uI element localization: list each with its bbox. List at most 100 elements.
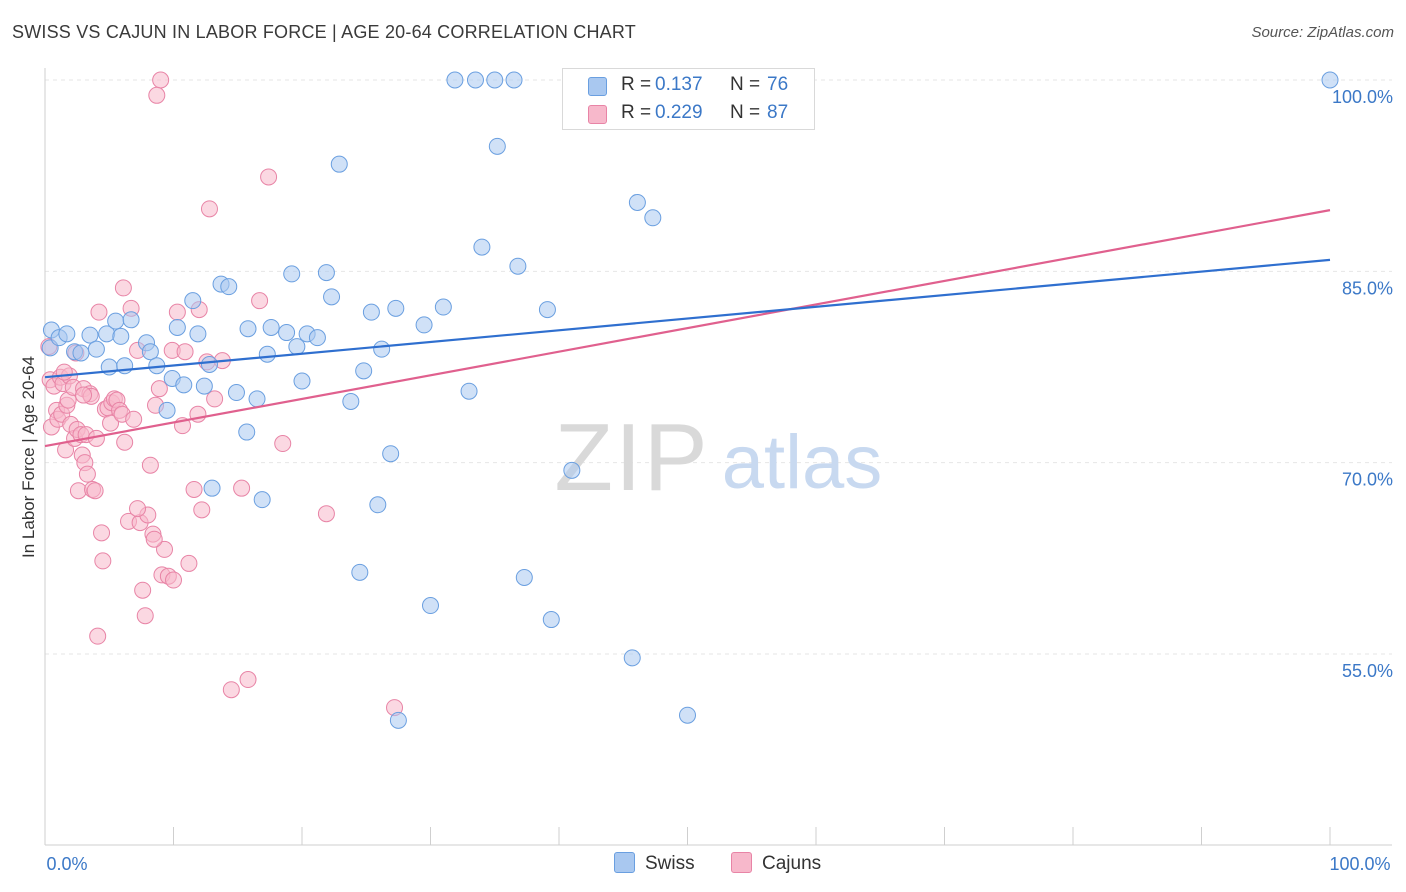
swiss-point-24 (200, 355, 218, 373)
swiss-point-19 (168, 318, 186, 336)
cajun-point-28 (86, 482, 104, 500)
swiss-point-5 (72, 344, 90, 362)
cajun-r-label: R = (621, 102, 652, 123)
y-tick-labels: 55.0% 70.0% 85.0% 100.0% (1332, 87, 1393, 681)
swiss-point-66 (542, 611, 560, 629)
swiss-point-44 (342, 392, 360, 410)
cajun-point-81 (89, 627, 107, 645)
swiss-point-17 (158, 401, 176, 419)
swiss-point-69 (628, 193, 646, 211)
cajun-legend-swatch (731, 852, 752, 873)
cajun-point-41 (116, 433, 134, 451)
swiss-point-35 (278, 324, 296, 342)
correlation-legend: R = 0.137 N = 76 R = 0.229 N = 87 (562, 68, 815, 130)
axes (44, 68, 1392, 846)
swiss-swatch (588, 77, 607, 96)
swiss-point-72 (1321, 71, 1339, 89)
swiss-point-40 (308, 329, 326, 347)
cajun-point-47 (134, 581, 152, 599)
y-axis-label: In Labor Force | Age 20-64 (19, 356, 38, 558)
cajun-r-value: 0.229 (655, 102, 703, 123)
y-tick-label-0: 55.0% (1342, 661, 1393, 681)
swiss-n-label: N = (730, 74, 761, 95)
cajun-point-79 (148, 86, 166, 104)
swiss-point-15 (141, 343, 159, 361)
swiss-point-23 (195, 377, 213, 395)
swiss-point-36 (283, 265, 301, 283)
cajun-point-77 (55, 363, 73, 381)
cajun-point-50 (141, 456, 159, 474)
swiss-point-58 (466, 71, 484, 89)
swiss-point-6 (81, 326, 99, 344)
cajun-point-18 (69, 482, 87, 500)
swiss-point-41 (317, 264, 335, 282)
cajun-point-66 (200, 200, 218, 218)
cajun-point-55 (156, 540, 174, 558)
swiss-point-46 (355, 362, 373, 380)
swiss-point-49 (373, 340, 391, 358)
cajun-point-83 (145, 530, 163, 548)
swiss-trend-line (44, 258, 1331, 379)
cajun-point-78 (152, 71, 170, 89)
cajun-point-74 (274, 435, 292, 453)
swiss-point-62 (505, 71, 523, 89)
swiss-point-56 (446, 71, 464, 89)
swiss-r-value: 0.137 (655, 74, 703, 95)
swiss-point-42 (323, 288, 341, 306)
cajun-point-84 (129, 500, 147, 518)
cajun-point-76 (75, 386, 93, 404)
cajun-point-35 (102, 414, 120, 432)
cajun-point-58 (168, 303, 186, 321)
swiss-point-48 (369, 496, 387, 514)
x-tick-label-max: 100.0% (1329, 854, 1390, 874)
y-tick-label-2: 85.0% (1342, 278, 1393, 298)
swiss-point-63 (509, 257, 527, 275)
swiss-point-65 (538, 301, 556, 319)
swiss-point-52 (389, 711, 407, 729)
swiss-point-21 (189, 325, 207, 343)
swiss-point-29 (238, 423, 256, 441)
swiss-point-27 (220, 278, 238, 296)
swiss-point-37 (288, 338, 306, 356)
swiss-point-38 (293, 372, 311, 390)
x-tick-label-min: 0.0% (46, 854, 87, 874)
cajun-point-62 (185, 480, 203, 498)
swiss-point-51 (387, 299, 405, 317)
swiss-point-61 (488, 137, 506, 155)
swiss-r-label: R = (621, 74, 652, 95)
cajun-point-67 (206, 390, 224, 408)
cajun-point-60 (176, 343, 194, 361)
swiss-series (41, 71, 1339, 729)
source-credit: Source: ZipAtlas.com (1251, 24, 1394, 41)
swiss-point-20 (175, 376, 193, 394)
swiss-legend-label: Swiss (645, 853, 695, 874)
swiss-point-54 (422, 597, 439, 615)
swiss-point-31 (248, 390, 266, 408)
swiss-point-33 (258, 345, 276, 363)
cajun-legend-label: Cajuns (762, 853, 822, 874)
swiss-point-57 (460, 382, 478, 400)
cajun-trend-line (44, 209, 1331, 448)
cajun-point-75 (317, 505, 335, 523)
y-tick-label-3: 100.0% (1332, 87, 1393, 107)
swiss-point-47 (362, 303, 380, 321)
cajun-point-61 (180, 554, 198, 572)
swiss-point-67 (563, 461, 581, 479)
swiss-point-25 (203, 479, 221, 497)
watermark-atlas: atlas (722, 420, 883, 505)
swiss-point-70 (644, 209, 662, 227)
swiss-point-60 (486, 71, 504, 89)
y-tick-label-1: 70.0% (1342, 470, 1393, 490)
trend-lines (44, 209, 1331, 448)
swiss-point-45 (351, 563, 369, 581)
cajun-n-label: N = (730, 102, 761, 123)
legend-item-swiss: Swiss (614, 852, 695, 875)
swiss-point-22 (184, 292, 202, 310)
swiss-legend-swatch (614, 852, 635, 873)
watermark: ZIP atlas (554, 404, 882, 511)
grid-lines (45, 79, 1392, 655)
cajun-point-71 (239, 671, 257, 689)
cajun-point-80 (114, 279, 132, 297)
swiss-point-50 (382, 445, 400, 463)
cajun-point-44 (125, 410, 143, 428)
